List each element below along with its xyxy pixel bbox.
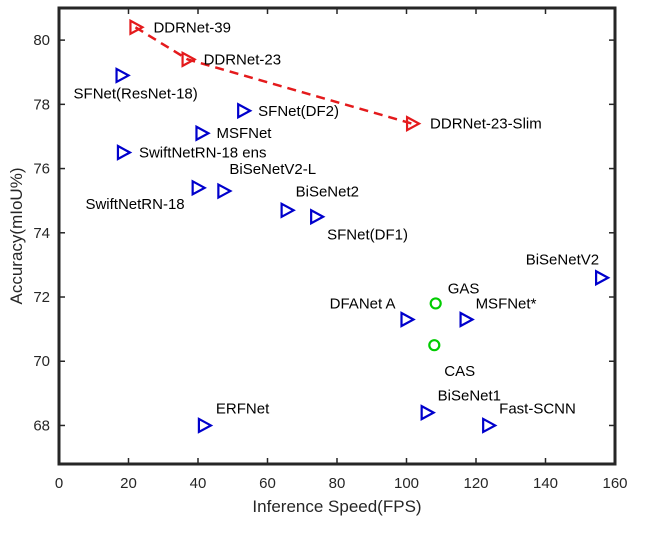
y-tick-label: 68 (33, 417, 50, 434)
y-tick-label: 78 (33, 96, 50, 113)
data-point (237, 102, 253, 120)
x-tick-label: 160 (602, 475, 627, 492)
point-label: SFNet(DF1) (327, 227, 408, 244)
x-tick-label: 60 (259, 475, 276, 492)
point-label: ERFNet (216, 400, 270, 417)
data-point (197, 417, 214, 434)
chart-marks: SFNet(ResNet-18) SFNet(DF2) MSFNet SwiftNet… (74, 18, 611, 434)
x-axis-title: Inference Speed(FPS) (252, 497, 421, 516)
point-label: CAS (444, 363, 475, 380)
axes: 0 20 40 60 80 100 120 140 160 68 70 72 74 76 78 80 (33, 6, 628, 492)
y-tick-label: 74 (33, 225, 50, 242)
data-point (459, 311, 475, 328)
plot-background (59, 8, 615, 464)
x-tick-label: 120 (463, 475, 488, 492)
data-point (420, 404, 436, 421)
point-label: Fast-SCNN (499, 400, 576, 417)
point-label: SwiftNetRN-18 (85, 196, 184, 213)
ddrnet-trend-line (134, 26, 413, 125)
y-tick-label: 80 (33, 32, 50, 49)
data-point (310, 208, 326, 226)
data-point (181, 51, 197, 68)
y-tick-label: 76 (33, 161, 50, 178)
data-point (217, 182, 233, 200)
y-tick-label: 72 (33, 289, 50, 306)
point-label: SFNet(DF2) (258, 103, 339, 120)
point-label: BiSeNetV2 (526, 252, 599, 269)
data-point (428, 339, 441, 352)
x-tick-label: 0 (55, 475, 63, 492)
data-point (400, 311, 416, 328)
data-point (116, 144, 133, 161)
data-point (195, 124, 211, 142)
point-label: DDRNet-39 (153, 19, 231, 36)
y-axis-title: Accuracy(mIoU%) (7, 168, 26, 305)
point-label: DDRNet-23 (204, 51, 282, 68)
data-point (594, 269, 611, 287)
point-label: MSFNet (216, 125, 272, 142)
x-tick-label: 140 (533, 475, 558, 492)
data-point (115, 67, 131, 84)
point-label: SFNet(ResNet-18) (74, 85, 198, 102)
data-point (191, 179, 207, 197)
x-tick-label: 100 (394, 475, 419, 492)
data-point (429, 297, 442, 310)
point-label: BiSeNet2 (296, 183, 359, 200)
point-label: DFANet A (330, 295, 396, 312)
point-label: SwiftNetRN-18 ens (139, 145, 267, 162)
data-point (280, 201, 296, 219)
point-label: GAS (448, 280, 480, 297)
x-tick-label: 80 (329, 475, 346, 492)
point-label: MSFNet* (476, 295, 537, 312)
point-label: BiSeNetV2-L (229, 161, 316, 178)
x-tick-label: 40 (190, 475, 207, 492)
plot-area (59, 8, 615, 464)
data-point (482, 417, 498, 434)
point-label: DDRNet-23-Slim (430, 116, 542, 133)
data-point (129, 18, 145, 36)
y-tick-label: 70 (33, 353, 50, 370)
data-point (405, 115, 422, 132)
x-tick-label: 20 (120, 475, 137, 492)
point-label: BiSeNet1 (438, 388, 501, 405)
